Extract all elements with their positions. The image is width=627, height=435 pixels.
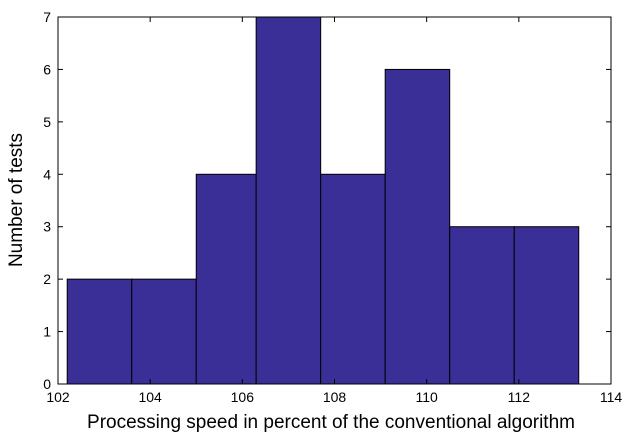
- histogram-bar-6: [384, 68, 451, 385]
- y-tick-label: 1: [43, 324, 51, 340]
- y-tick-label: 3: [43, 219, 51, 235]
- y-tick-label: 0: [43, 376, 51, 392]
- histogram-bar-7: [449, 226, 515, 385]
- y-axis-ticks: 0 1 2 3 4 5 6 7: [43, 9, 611, 392]
- y-tick-label: 4: [43, 166, 51, 182]
- x-axis-label: Processing speed in percent of the conve…: [87, 412, 575, 433]
- histogram-bar-3: [195, 173, 257, 385]
- histogram-bar-1: [66, 278, 133, 385]
- histogram-bar-5: [320, 173, 386, 385]
- x-axis-ticks: 102 104 106 108 110 112 114: [46, 17, 622, 405]
- y-tick-label: 7: [43, 9, 51, 25]
- y-tick-label: 6: [43, 61, 51, 77]
- histogram-bar-4: [255, 16, 322, 385]
- histogram-bar-2: [131, 278, 197, 385]
- y-tick-label: 5: [43, 114, 51, 130]
- y-axis-label: Number of tests: [6, 133, 27, 267]
- x-tick-label: 102: [46, 389, 70, 405]
- bars-group: [66, 16, 580, 385]
- y-tick-label: 2: [43, 271, 51, 287]
- x-tick-label: 106: [231, 389, 255, 405]
- x-tick-label: 110: [416, 389, 439, 405]
- x-tick-label: 112: [508, 389, 531, 405]
- histogram-bar-8: [513, 226, 580, 385]
- x-tick-label: 108: [323, 389, 347, 405]
- x-tick-label: 114: [600, 389, 623, 405]
- x-tick-label: 104: [138, 389, 162, 405]
